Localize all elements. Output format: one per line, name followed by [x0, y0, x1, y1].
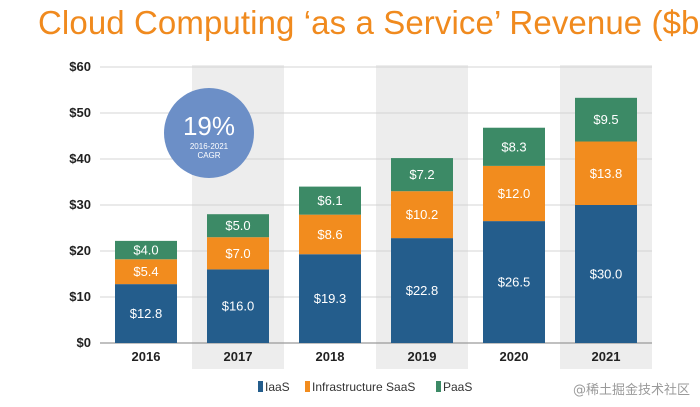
- data-label: $26.5: [498, 275, 531, 290]
- bar-segment: [483, 165, 545, 222]
- data-label: $16.0: [222, 299, 255, 314]
- bar-segment: [115, 240, 177, 260]
- cagr-caption: 2016-2021: [190, 142, 229, 151]
- bar-segment: [207, 269, 269, 343]
- data-label: $10.2: [406, 207, 439, 222]
- y-tick-label: $30: [69, 197, 91, 212]
- bar-segment: [115, 259, 177, 285]
- legend-swatch: [305, 381, 310, 392]
- data-label: $7.0: [225, 246, 250, 261]
- bar-segment: [391, 158, 453, 192]
- y-tick-label: $40: [69, 151, 91, 166]
- data-label: $13.8: [590, 166, 623, 181]
- bar-segment: [391, 238, 453, 343]
- legend-swatch: [258, 381, 263, 392]
- bar-segment: [299, 254, 361, 343]
- x-tick-label: 2018: [316, 349, 345, 364]
- cagr-caption: CAGR: [197, 151, 220, 160]
- x-tick-label: 2016: [132, 349, 161, 364]
- bar-segment: [483, 127, 545, 166]
- data-label: $5.0: [225, 218, 250, 233]
- data-label: $4.0: [133, 243, 158, 258]
- data-label: $8.6: [317, 227, 342, 242]
- y-tick-label: $60: [69, 59, 91, 74]
- legend: IaaS Infrastructure SaaS PaaS: [258, 380, 472, 394]
- y-tick-label: $20: [69, 243, 91, 258]
- bar-segment: [575, 205, 637, 343]
- data-label: $19.3: [314, 291, 347, 306]
- data-label: $5.4: [133, 264, 158, 279]
- data-label: $12.0: [498, 186, 531, 201]
- bar-segment: [483, 221, 545, 343]
- legend-entry: IaaS: [265, 380, 290, 394]
- cagr-value: 19%: [183, 111, 235, 141]
- bar-segment: [207, 214, 269, 238]
- data-label: $9.5: [593, 112, 618, 127]
- data-label: $6.1: [317, 193, 342, 208]
- watermark: @稀土掘金技术社区: [572, 383, 690, 398]
- x-tick-label: 2017: [224, 349, 253, 364]
- data-label: $8.3: [501, 139, 526, 154]
- bar-segment: [391, 191, 453, 239]
- bars: $12.8 $5.4 $4.0 $16.0 $7.0 $5.0 $19.3 $8.6 $6.1 $…: [115, 97, 637, 343]
- bar-segment: [299, 214, 361, 255]
- x-tick-label: 2020: [500, 349, 529, 364]
- y-tick-label: $10: [69, 289, 91, 304]
- bar-segment: [575, 97, 637, 142]
- bar-segment: [299, 186, 361, 215]
- y-tick-label: $50: [69, 105, 91, 120]
- legend-entry: Infrastructure SaaS: [312, 380, 415, 394]
- x-tick-label: 2019: [408, 349, 437, 364]
- chart-title: Cloud Computing ‘as a Service’ Revenue (…: [38, 4, 700, 41]
- bar-segment: [207, 237, 269, 270]
- gridlines: [100, 66, 652, 344]
- bar-segment: [115, 284, 177, 343]
- y-tick-label: $0: [77, 335, 91, 350]
- data-label: $22.8: [406, 283, 439, 298]
- cagr-circle: [164, 88, 254, 178]
- x-tick-label: 2021: [592, 349, 621, 364]
- data-label: $30.0: [590, 267, 623, 282]
- x-axis: 2016 2017 2018 2019 2020 2021: [132, 349, 621, 364]
- bar-segment: [575, 141, 637, 205]
- y-axis: $0 $10 $20 $30 $40 $50 $60: [69, 59, 91, 350]
- data-label: $12.8: [130, 306, 163, 321]
- data-label: $7.2: [409, 167, 434, 182]
- legend-swatch: [436, 381, 441, 392]
- legend-entry: PaaS: [443, 380, 472, 394]
